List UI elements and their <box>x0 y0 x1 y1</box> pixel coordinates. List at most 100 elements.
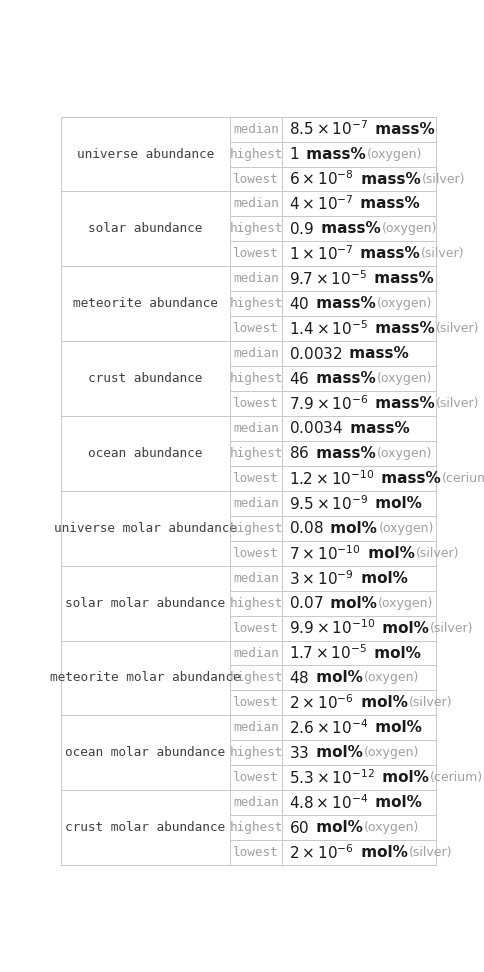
Text: highest: highest <box>229 821 282 834</box>
Text: $86$: $86$ <box>288 445 309 462</box>
Text: $8.5\times10^{-7}$: $8.5\times10^{-7}$ <box>288 120 368 138</box>
Text: median: median <box>233 572 278 585</box>
Text: mol%: mol% <box>310 671 362 685</box>
Text: lowest: lowest <box>233 546 278 560</box>
Text: $4\times10^{-7}$: $4\times10^{-7}$ <box>288 194 353 213</box>
Text: (oxygen): (oxygen) <box>381 223 436 235</box>
Text: mass%: mass% <box>376 470 440 486</box>
Text: $40$: $40$ <box>288 295 309 312</box>
Text: crust molar abundance: crust molar abundance <box>65 821 225 834</box>
Text: (cerium): (cerium) <box>429 771 482 784</box>
Text: mass%: mass% <box>368 271 433 287</box>
Text: mass%: mass% <box>345 421 409 436</box>
Text: median: median <box>233 721 278 735</box>
Text: mol%: mol% <box>369 720 421 736</box>
Text: mass%: mass% <box>315 222 380 236</box>
Text: $0.0032$: $0.0032$ <box>288 346 342 362</box>
Text: mol%: mol% <box>376 770 427 785</box>
Text: meteorite abundance: meteorite abundance <box>73 297 217 310</box>
Text: $2.6\times10^{-4}$: $2.6\times10^{-4}$ <box>288 718 368 737</box>
Text: highest: highest <box>229 746 282 759</box>
Text: $2\times10^{-6}$: $2\times10^{-6}$ <box>288 694 353 712</box>
Text: mol%: mol% <box>325 596 377 610</box>
Text: (oxygen): (oxygen) <box>378 522 433 535</box>
Text: mass%: mass% <box>355 196 419 212</box>
Text: ocean abundance: ocean abundance <box>88 447 202 460</box>
Text: (oxygen): (oxygen) <box>376 297 431 310</box>
Text: $0.07$: $0.07$ <box>288 595 323 611</box>
Text: $33$: $33$ <box>288 745 309 761</box>
Text: $1.7\times10^{-5}$: $1.7\times10^{-5}$ <box>288 643 366 662</box>
Text: lowest: lowest <box>233 322 278 335</box>
Text: mol%: mol% <box>376 620 428 636</box>
Text: ocean molar abundance: ocean molar abundance <box>65 746 225 759</box>
Text: $6\times10^{-8}$: $6\times10^{-8}$ <box>288 170 353 189</box>
Text: mass%: mass% <box>355 246 419 261</box>
Text: mol%: mol% <box>369 795 421 811</box>
Text: (silver): (silver) <box>415 546 458 560</box>
Text: median: median <box>233 197 278 211</box>
Text: $46$: $46$ <box>288 370 309 387</box>
Text: mass%: mass% <box>355 171 420 187</box>
Text: lowest: lowest <box>233 771 278 784</box>
Text: lowest: lowest <box>233 397 278 410</box>
Text: highest: highest <box>229 447 282 460</box>
Text: $1\times10^{-7}$: $1\times10^{-7}$ <box>288 245 353 263</box>
Text: $1.4\times10^{-5}$: $1.4\times10^{-5}$ <box>288 320 368 338</box>
Text: $9.7\times10^{-5}$: $9.7\times10^{-5}$ <box>288 269 366 288</box>
Text: mass%: mass% <box>310 446 375 461</box>
Text: highest: highest <box>229 297 282 310</box>
Text: (oxygen): (oxygen) <box>366 148 421 160</box>
Text: mol%: mol% <box>355 571 407 586</box>
Text: mol%: mol% <box>355 695 407 711</box>
Text: $4.8\times10^{-4}$: $4.8\times10^{-4}$ <box>288 793 368 812</box>
Text: universe abundance: universe abundance <box>76 148 213 160</box>
Text: highest: highest <box>229 148 282 160</box>
Text: median: median <box>233 272 278 286</box>
Text: $48$: $48$ <box>288 670 309 686</box>
Text: mass%: mass% <box>344 346 408 362</box>
Text: mol%: mol% <box>368 645 420 661</box>
Text: (oxygen): (oxygen) <box>363 746 418 759</box>
Text: (silver): (silver) <box>421 172 464 186</box>
Text: mol%: mol% <box>355 845 407 860</box>
Text: mol%: mol% <box>310 820 362 835</box>
Text: crust abundance: crust abundance <box>88 372 202 385</box>
Text: mass%: mass% <box>310 371 375 386</box>
Text: $7\times10^{-10}$: $7\times10^{-10}$ <box>288 544 360 563</box>
Text: (oxygen): (oxygen) <box>376 447 431 460</box>
Text: highest: highest <box>229 597 282 609</box>
Text: $7.9\times10^{-6}$: $7.9\times10^{-6}$ <box>288 395 368 413</box>
Text: mol%: mol% <box>369 496 421 511</box>
Text: median: median <box>233 646 278 660</box>
Text: highest: highest <box>229 672 282 684</box>
Text: $3\times10^{-9}$: $3\times10^{-9}$ <box>288 569 353 587</box>
Text: mass%: mass% <box>369 396 434 411</box>
Text: mass%: mass% <box>310 296 375 311</box>
Text: (silver): (silver) <box>421 247 464 260</box>
Text: mass%: mass% <box>369 321 434 336</box>
Text: mass%: mass% <box>369 122 434 137</box>
Text: lowest: lowest <box>233 696 278 710</box>
Text: highest: highest <box>229 372 282 385</box>
Text: mol%: mol% <box>362 545 413 561</box>
Text: (silver): (silver) <box>435 322 478 335</box>
Text: lowest: lowest <box>233 471 278 485</box>
Text: $1$: $1$ <box>288 146 299 162</box>
Text: $0.0034$: $0.0034$ <box>288 421 343 436</box>
Text: mol%: mol% <box>325 521 377 536</box>
Text: median: median <box>233 347 278 361</box>
Text: lowest: lowest <box>233 247 278 260</box>
Text: median: median <box>233 796 278 810</box>
Text: lowest: lowest <box>233 621 278 635</box>
Text: (silver): (silver) <box>408 696 451 710</box>
Text: solar abundance: solar abundance <box>88 223 202 235</box>
Text: $0.9$: $0.9$ <box>288 221 314 237</box>
Text: median: median <box>233 122 278 136</box>
Text: (silver): (silver) <box>429 621 472 635</box>
Text: meteorite molar abundance: meteorite molar abundance <box>50 672 240 684</box>
Text: (oxygen): (oxygen) <box>378 597 433 609</box>
Text: (cerium): (cerium) <box>441 471 484 485</box>
Text: mol%: mol% <box>310 746 362 760</box>
Text: $1.2\times10^{-10}$: $1.2\times10^{-10}$ <box>288 469 374 488</box>
